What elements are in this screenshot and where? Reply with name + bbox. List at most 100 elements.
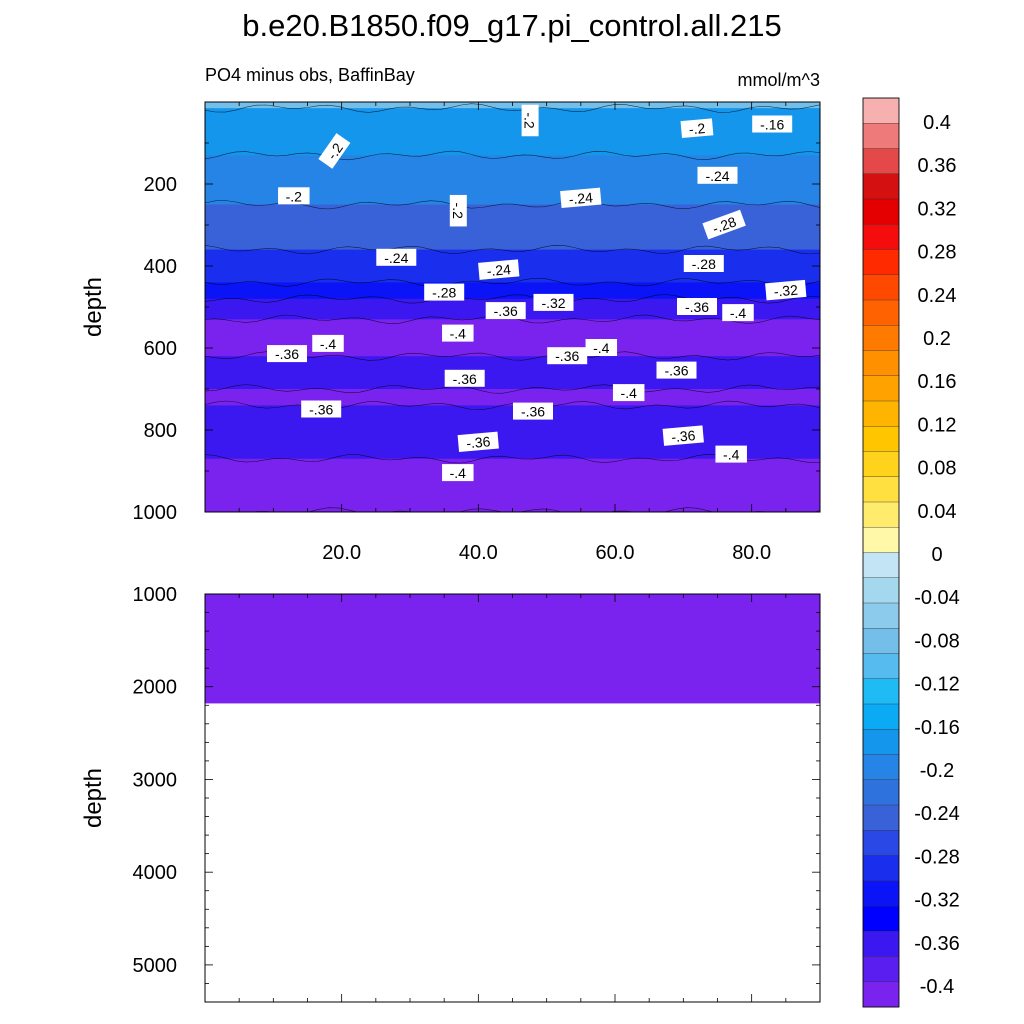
upper-y-tick-label: 400 xyxy=(144,256,177,278)
upper-panel: -.2 -.2 -.16 -.2 -.24 -.2 -.24 -.2 -.28 -.24 -.24 -… xyxy=(80,101,821,564)
colorbar-label-10: 0 xyxy=(931,544,942,566)
contour-label-2: -.16 xyxy=(752,115,793,133)
colorbar-label-20: -0.4 xyxy=(920,976,954,998)
colorbar-swatch-7 xyxy=(862,274,900,301)
contour-label-text: -.24 xyxy=(568,189,594,207)
colorbar-swatch-11 xyxy=(862,375,900,402)
lower-axis-ticks: 1000 2000 3000 4000 5000 xyxy=(133,584,820,1002)
contour-label-15: -.36 xyxy=(485,302,526,320)
colorbar-label-2: 0.32 xyxy=(918,198,957,220)
upper-contour-line-5 xyxy=(205,294,820,304)
figure-title: b.e20.B1850.f09_g17.pi_control.all.215 xyxy=(242,8,782,43)
colorbar-swatch-17 xyxy=(862,527,900,553)
contour-label-text: -.4 xyxy=(320,336,337,352)
contour-label-25: -.4 xyxy=(612,384,645,402)
contour-label-text: -.36 xyxy=(275,346,299,362)
upper-y-tick-label: 600 xyxy=(144,338,177,360)
colorbar-swatch-15 xyxy=(862,476,900,503)
colorbar-swatch-23 xyxy=(862,678,900,705)
colorbar-swatch-2 xyxy=(862,148,900,175)
upper-band-11 xyxy=(205,458,820,512)
colorbar-label-11: -0.04 xyxy=(914,587,960,609)
contour-label-text: -.36 xyxy=(494,303,518,319)
contour-label-14: -.32 xyxy=(765,279,807,301)
contour-label-10: -.24 xyxy=(478,259,520,280)
colorbar-swatch-27 xyxy=(862,779,900,806)
colorbar-swatch-12 xyxy=(862,400,900,427)
upper-contour-line-2 xyxy=(205,199,820,210)
upper-band-8 xyxy=(205,356,820,390)
lower-y-tick-label: 1000 xyxy=(133,584,178,606)
upper-band-1 xyxy=(205,108,820,156)
contour-label-text: -.2 xyxy=(522,112,538,129)
upper-contour-line-4 xyxy=(205,278,820,288)
upper-contour-line-3 xyxy=(205,244,820,255)
upper-y-tick-label: 800 xyxy=(144,420,177,442)
colorbar-swatch-1 xyxy=(862,123,900,149)
upper-y-tick-label: 1000 xyxy=(133,502,178,524)
contour-label-text: -.24 xyxy=(705,168,729,184)
contour-label-26: -.36 xyxy=(301,400,342,418)
contour-label-18: -.4 xyxy=(442,324,474,342)
contour-label-text: -.36 xyxy=(555,348,579,364)
contour-label-19: -.4 xyxy=(312,334,344,352)
colorbar-swatch-30 xyxy=(862,855,900,882)
colorbar-label-7: 0.12 xyxy=(918,414,957,436)
contour-label-text: -.36 xyxy=(685,299,709,315)
colorbar-swatch-28 xyxy=(862,804,900,831)
colorbar-swatch-33 xyxy=(862,931,900,957)
contour-label-8: -.28 xyxy=(702,209,746,240)
colorbar-swatch-20 xyxy=(862,602,900,629)
contour-label-text: -.2 xyxy=(286,188,303,204)
contour-label-7: -.2 xyxy=(449,194,467,227)
colorbar-frame xyxy=(862,97,900,1008)
lower-y-tick-label: 2000 xyxy=(133,677,178,699)
colorbar-swatch-35 xyxy=(862,981,900,1008)
colorbar-swatch-0 xyxy=(862,97,900,124)
contour-label-text: -.24 xyxy=(486,261,512,279)
upper-band-5 xyxy=(205,282,820,300)
upper-x-tick-label: 40.0 xyxy=(459,542,498,564)
upper-contour-line-1 xyxy=(205,150,820,161)
contour-label-27: -.36 xyxy=(513,402,553,420)
contour-label-9: -.24 xyxy=(376,248,417,266)
colorbar-label-3: 0.28 xyxy=(918,242,957,264)
upper-x-tick-label: 20.0 xyxy=(322,542,361,564)
contour-label-31: -.4 xyxy=(442,464,474,482)
colorbar-labels: 0.4 0.36 0.32 0.28 0.24 0.2 0.16 0.12 0.08 0.04 0 -… xyxy=(914,112,960,998)
colorbar-swatch-22 xyxy=(862,653,900,680)
upper-contour-fill xyxy=(205,102,820,512)
contour-label-12: -.28 xyxy=(424,283,465,301)
colorbar-label-12: -0.08 xyxy=(914,630,960,652)
upper-x-tick-label: 80.0 xyxy=(732,542,771,564)
contour-label-text: -.4 xyxy=(450,326,467,342)
contour-label-20: -.36 xyxy=(267,345,307,363)
contour-label-text: -.28 xyxy=(710,213,738,236)
colorbar-swatch-13 xyxy=(862,426,900,452)
contour-label-text: -.36 xyxy=(671,427,697,445)
contour-label-13: -.32 xyxy=(533,293,574,311)
colorbar-swatch-6 xyxy=(862,249,900,276)
colorbar-label-18: -0.32 xyxy=(914,890,960,912)
colorbar-swatch-24 xyxy=(862,703,900,730)
colorbar-swatch-16 xyxy=(862,501,900,528)
contour-label-24: -.36 xyxy=(444,369,485,387)
contour-label-3: -.2 xyxy=(318,133,351,169)
colorbar-swatch-29 xyxy=(862,830,900,856)
lower-panel: 1000 2000 3000 4000 5000 depth xyxy=(80,584,821,1003)
upper-x-tick-label: 60.0 xyxy=(596,542,635,564)
units-label: mmol/m^3 xyxy=(738,70,820,90)
colorbar-label-0: 0.4 xyxy=(923,112,951,134)
contour-label-text: -.24 xyxy=(384,250,408,266)
contour-label-30: -.4 xyxy=(715,445,747,463)
contour-label-text: -.36 xyxy=(664,363,688,379)
colorbar-swatch-18 xyxy=(862,552,900,579)
upper-axis-ticks: 20.0 40.0 60.0 80.0 200 400 600 800 1000 xyxy=(133,102,820,564)
colorbar-label-13: -0.12 xyxy=(914,674,960,696)
colorbar-swatch-25 xyxy=(862,729,900,755)
colorbar-swatch-31 xyxy=(862,880,900,907)
lower-y-tick-label: 3000 xyxy=(133,769,178,791)
colorbar-swatch-9 xyxy=(862,325,900,351)
plot-subtitle: PO4 minus obs, BaffinBay xyxy=(205,65,415,85)
